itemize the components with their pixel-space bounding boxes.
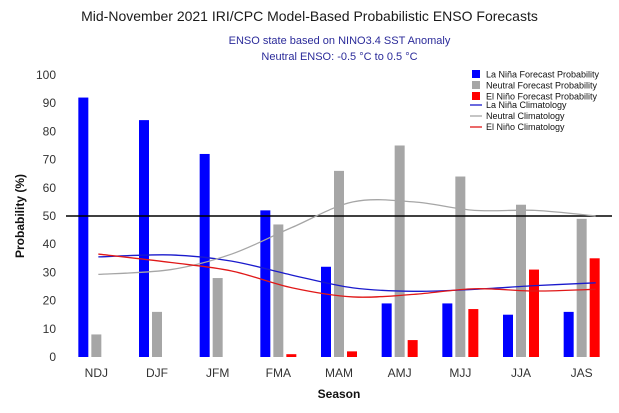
y-tick-label: 40 — [43, 237, 57, 251]
la-nina-climatology-line — [98, 254, 596, 292]
y-tick-label: 80 — [43, 124, 57, 138]
x-tick-label-jja: JJA — [511, 366, 531, 380]
bar-neutral-mjj — [455, 176, 466, 357]
bar-la-nina-jfm — [199, 153, 210, 357]
y-tick-label: 100 — [36, 68, 56, 82]
bar-la-nina-mam — [321, 266, 331, 357]
bar-neutral-djf — [152, 311, 162, 357]
x-tick-label-mam: MAM — [325, 366, 353, 380]
bar-la-nina-mjj — [442, 303, 453, 357]
legend-label-neutral-climatology: Neutral Climatology — [486, 111, 565, 121]
x-tick-label-fma: FMA — [266, 366, 291, 380]
bar-el-nino-fma — [286, 354, 297, 357]
neutral-climatology-line — [98, 199, 596, 276]
legend-label-el-nino-forecast: El Niño Forecast Probability — [486, 92, 598, 102]
y-tick-label: 90 — [43, 96, 57, 110]
x-tick-label-amj: AMJ — [388, 366, 412, 380]
bar-neutral-jas — [576, 218, 587, 357]
bar-neutral-ndj — [91, 334, 102, 357]
legend-label-la-nina-climatology: La Niña Climatology — [486, 100, 567, 110]
bar-neutral-jfm — [212, 278, 223, 357]
y-tick-label: 30 — [43, 265, 57, 279]
bar-la-nina-fma — [260, 210, 271, 357]
bar-neutral-fma — [273, 224, 284, 357]
el-nino-climatology-line — [98, 253, 596, 298]
bar-el-nino-jja — [529, 269, 539, 357]
bar-la-nina-ndj — [78, 97, 89, 357]
legend-swatch-la-nina-forecast — [472, 70, 480, 78]
y-axis-title: Probability (%) — [13, 174, 27, 258]
legend-swatch-el-nino-forecast — [472, 92, 480, 100]
bar-el-nino-amj — [407, 340, 418, 357]
y-tick-label: 70 — [43, 153, 57, 167]
bar-la-nina-jas — [563, 311, 574, 357]
chart-subtitle-line-2: Neutral ENSO: -0.5 °C to 0.5 °C — [261, 51, 418, 63]
y-tick-label: 60 — [43, 181, 57, 195]
legend-label-la-nina-forecast: La Niña Forecast Probability — [486, 70, 600, 80]
y-tick-label: 20 — [43, 294, 57, 308]
y-tick-label: 0 — [49, 350, 56, 364]
x-tick-label-ndj: NDJ — [85, 366, 108, 380]
bar-la-nina-djf — [139, 120, 149, 358]
bar-la-nina-jja — [503, 314, 513, 357]
bar-la-nina-amj — [381, 303, 392, 357]
x-axis-title: Season — [318, 387, 361, 401]
x-tick-label-jas: JAS — [571, 366, 593, 380]
chart-title: Mid-November 2021 IRI/CPC Model-Based Pr… — [81, 8, 538, 24]
x-tick-label-djf: DJF — [146, 366, 168, 380]
bar-el-nino-jas — [589, 258, 600, 357]
bar-el-nino-mjj — [468, 309, 479, 357]
chart-subtitle-line-1: ENSO state based on NINO3.4 SST Anomaly — [228, 35, 451, 47]
y-tick-label: 10 — [43, 322, 57, 336]
legend-label-neutral-forecast: Neutral Forecast Probability — [486, 81, 598, 91]
bar-el-nino-mam — [347, 351, 357, 357]
bar-neutral-amj — [394, 145, 405, 357]
legend-swatch-neutral-forecast — [472, 81, 480, 89]
bar-neutral-jja — [516, 204, 526, 357]
x-tick-label-mjj: MJJ — [449, 366, 471, 380]
bar-neutral-mam — [334, 170, 344, 357]
legend-label-el-nino-climatology: El Niño Climatology — [486, 122, 565, 132]
y-tick-label: 50 — [43, 209, 57, 223]
x-tick-label-jfm: JFM — [206, 366, 229, 380]
